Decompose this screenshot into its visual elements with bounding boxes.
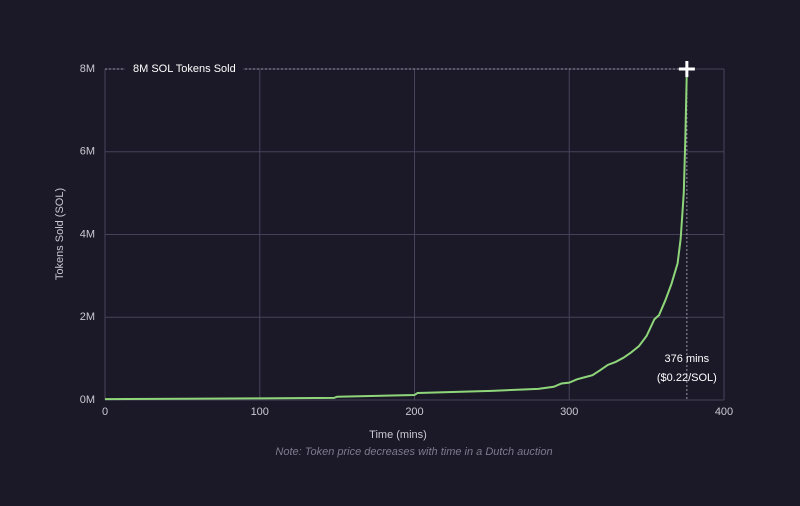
x-tick-label: 100	[251, 406, 269, 418]
label-bg	[125, 60, 243, 78]
note: Note: Token price decreases with time in…	[275, 446, 552, 458]
y-tick-label: 6M	[80, 146, 95, 158]
y-axis-label: Tokens Sold (SOL)	[54, 188, 66, 280]
y-tick-label: 4M	[80, 228, 95, 240]
y-tick-label: 2M	[80, 311, 95, 323]
x-axis-label: Time (mins)	[369, 429, 427, 441]
highlight-marker	[678, 61, 695, 77]
line	[104, 68, 688, 401]
y-tick-label: 0M	[80, 394, 95, 406]
highlight-label: ($0.22/SOL)	[657, 372, 717, 384]
highlight-label: 376 mins	[665, 353, 710, 365]
highlight-top-label: 8M SOL Tokens Sold	[133, 63, 236, 75]
x-tick-label: 300	[560, 406, 578, 418]
x-tick-label: 0	[102, 406, 108, 418]
x-tick-label: 400	[715, 406, 733, 418]
x-tick-label: 200	[405, 406, 423, 418]
y-tick-label: 8M	[80, 63, 95, 75]
